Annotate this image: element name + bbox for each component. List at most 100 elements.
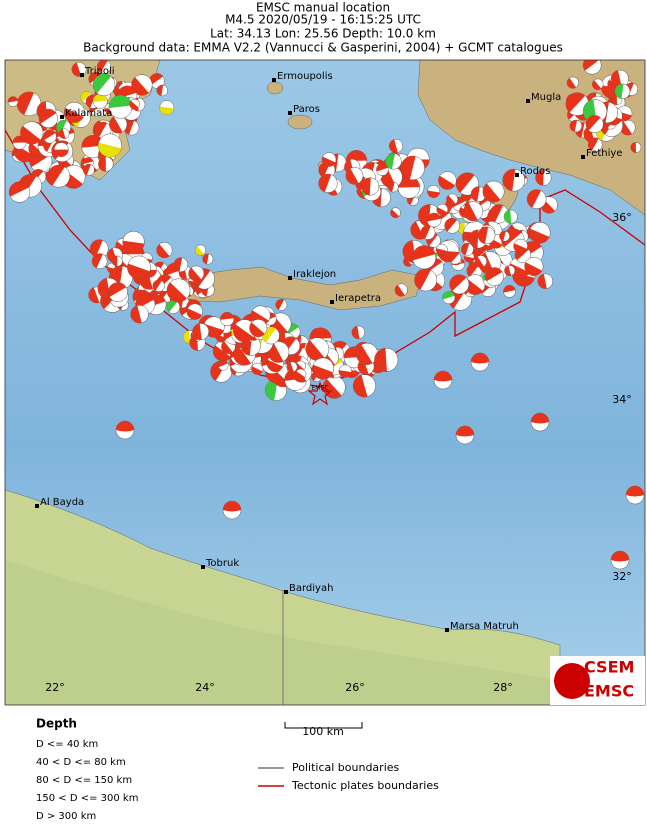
- ball-quadrant: [463, 202, 478, 221]
- ball-quadrant: [64, 107, 84, 123]
- place-marker: [288, 111, 292, 115]
- ball-quadrant: [626, 486, 644, 497]
- focal-mechanism: [426, 212, 442, 228]
- legend-item: 150 < D <= 300 km: [36, 793, 138, 804]
- ball-quadrant: [356, 344, 373, 365]
- focal-mechanism: [149, 73, 165, 89]
- ball-quadrant: [442, 291, 455, 300]
- focal-mechanism: [47, 164, 71, 188]
- ball-quadrant: [130, 305, 142, 324]
- focal-mechanism: [374, 347, 399, 372]
- ball-quadrant: [97, 278, 111, 300]
- place-marker: [60, 115, 64, 119]
- focal-mechanism: [482, 180, 505, 203]
- ball-quadrant: [149, 290, 160, 297]
- ball-quadrant: [426, 212, 441, 222]
- ball-quadrant: [122, 243, 145, 255]
- ball-quadrant: [400, 156, 416, 180]
- ball-quadrant: [346, 150, 367, 161]
- ball-quadrant: [221, 341, 233, 354]
- ball-quadrant: [149, 73, 164, 86]
- ball-quadrant: [17, 91, 34, 115]
- ball-quadrant: [444, 218, 458, 232]
- focal-mechanism: [442, 291, 456, 305]
- focal-mechanism: [499, 230, 510, 242]
- ball-quadrant: [108, 282, 127, 298]
- legend-item: 80 < D <= 150 km: [36, 775, 132, 786]
- focal-mechanism: [502, 168, 526, 192]
- ball-quadrant: [389, 139, 398, 153]
- focal-mechanism: [345, 167, 364, 185]
- focal-mechanism: [338, 364, 352, 378]
- ball-quadrant: [192, 323, 202, 340]
- ball-quadrant: [361, 177, 371, 196]
- focal-mechanism: [195, 244, 207, 256]
- ball-quadrant: [420, 225, 431, 240]
- ball-quadrant: [620, 121, 632, 136]
- place-label: Fethiye: [586, 148, 622, 159]
- focal-mechanism: [390, 207, 401, 218]
- epicenter-label: EMSC: [312, 385, 329, 392]
- place-label: Tripoli: [84, 66, 115, 77]
- focal-mechanism: [388, 181, 399, 193]
- focal-mechanism: [427, 185, 441, 198]
- ball-quadrant: [466, 263, 480, 277]
- focal-mechanism: [433, 370, 453, 390]
- focal-mechanism: [414, 268, 437, 292]
- ball-quadrant: [166, 300, 178, 313]
- place-marker: [581, 155, 585, 159]
- ball-quadrant: [275, 299, 284, 310]
- lon-label: 28°: [493, 681, 513, 694]
- ball-quadrant: [39, 109, 57, 124]
- focal-mechanism: [630, 142, 642, 153]
- ball-quadrant: [509, 263, 530, 279]
- ball-quadrant: [524, 262, 543, 276]
- focal-mechanism: [166, 278, 191, 303]
- focal-mechanism: [351, 325, 366, 340]
- ball-quadrant: [108, 95, 133, 109]
- header: EMSC manual location M4.5 2020/05/19 - 1…: [83, 1, 563, 55]
- place-marker: [445, 628, 449, 632]
- ball-quadrant: [353, 374, 368, 398]
- focal-mechanism: [537, 273, 553, 289]
- ball-quadrant: [43, 129, 56, 141]
- place-marker: [272, 78, 276, 82]
- header-line: EMSC manual location: [256, 1, 390, 15]
- focal-mechanism: [129, 98, 141, 110]
- ball-quadrant: [83, 164, 91, 176]
- focal-mechanism: [166, 300, 181, 314]
- logo-bottom: EMSC: [584, 682, 634, 701]
- ball-quadrant: [504, 265, 512, 276]
- place-marker: [330, 300, 334, 304]
- focal-mechanism: [446, 193, 458, 206]
- ball-quadrant: [82, 157, 94, 165]
- ball-quadrant: [56, 120, 67, 134]
- focal-mechanism: [503, 209, 518, 224]
- ball-quadrant: [569, 119, 578, 132]
- focal-mechanism: [385, 153, 402, 170]
- ball-quadrant: [345, 168, 359, 185]
- ball-quadrant: [309, 327, 332, 340]
- focal-mechanism: [92, 73, 116, 97]
- logo-top: CSEM: [584, 658, 634, 677]
- place-marker: [201, 565, 205, 569]
- ball-quadrant: [470, 186, 480, 202]
- focal-mechanism: [98, 133, 122, 158]
- focal-mechanism: [610, 550, 630, 570]
- place-marker: [526, 99, 530, 103]
- focal-mechanism: [566, 76, 579, 89]
- focal-mechanism: [318, 173, 338, 193]
- ball-quadrant: [527, 189, 542, 208]
- focal-mechanism: [64, 101, 85, 123]
- place-label: Ierapetra: [335, 293, 381, 304]
- ball-quadrant: [485, 267, 503, 282]
- place-label: Iraklejon: [293, 269, 336, 280]
- ball-quadrant: [28, 142, 44, 157]
- focal-mechanism: [463, 201, 484, 222]
- focal-mechanism: [108, 94, 133, 119]
- ball-quadrant: [91, 253, 103, 269]
- ball-quadrant: [251, 366, 263, 375]
- places: Tripoli Ermoupolis Mugla Kalamata Paros Fethi…: [35, 66, 622, 632]
- ball-quadrant: [92, 94, 108, 103]
- ball-quadrant: [156, 244, 170, 258]
